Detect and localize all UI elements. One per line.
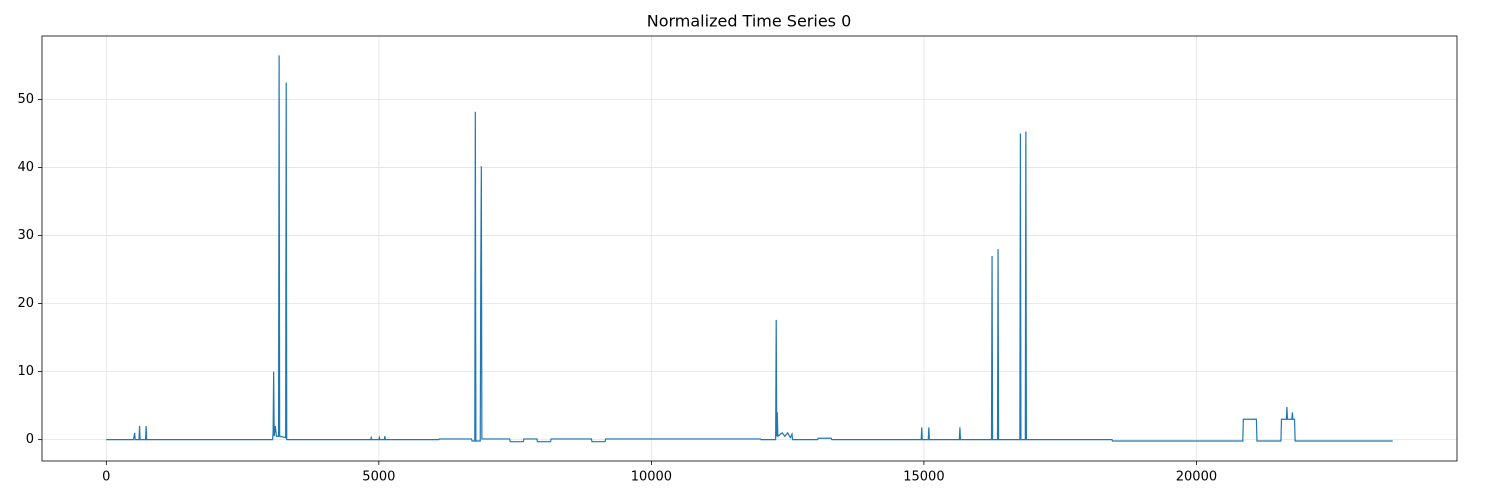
x-tick-label: 20000	[1176, 470, 1217, 485]
y-tick-label: 30	[17, 228, 34, 243]
y-tick-label: 20	[17, 296, 34, 311]
x-tick-label: 10000	[631, 470, 672, 485]
y-tick-label: 0	[26, 432, 34, 447]
x-tick-label: 15000	[903, 470, 944, 485]
y-tick-label: 10	[17, 364, 34, 379]
x-tick-label: 5000	[362, 470, 395, 485]
plot-frame	[41, 35, 1458, 462]
x-tick-label: 0	[102, 470, 110, 485]
chart-title: Normalized Time Series 0	[647, 12, 852, 31]
y-tick-label: 50	[17, 92, 34, 107]
y-tick-label: 40	[17, 160, 34, 175]
line-series	[106, 55, 1393, 443]
